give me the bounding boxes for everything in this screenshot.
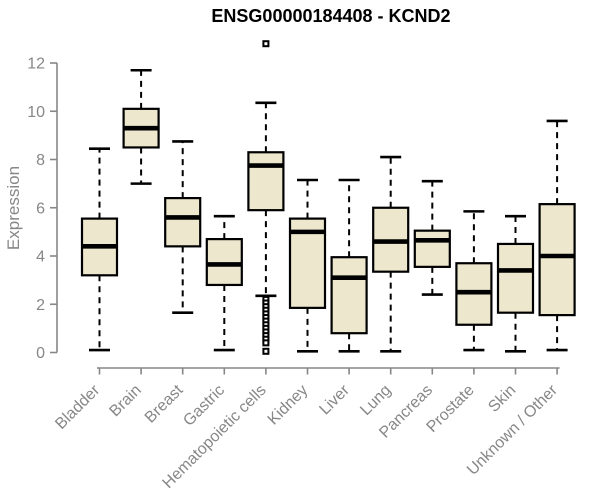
y-tick-label: 12 bbox=[27, 56, 45, 73]
outlier-point bbox=[262, 339, 270, 347]
y-tick-label: 4 bbox=[36, 249, 45, 266]
y-tick-label: 8 bbox=[36, 152, 45, 169]
outlier-point bbox=[262, 347, 270, 355]
box-liver bbox=[330, 178, 368, 353]
iqr-box bbox=[496, 242, 535, 314]
iqr-box bbox=[164, 197, 202, 248]
x-tick-label: Bladder bbox=[52, 381, 103, 432]
iqr-box bbox=[205, 238, 243, 287]
box-pancreas bbox=[413, 179, 451, 296]
x-tick-label: Skin bbox=[485, 382, 519, 416]
y-tick-label: 6 bbox=[36, 200, 45, 217]
outlier-point bbox=[262, 40, 270, 48]
box-kidney bbox=[288, 178, 327, 353]
x-tick-label: Liver bbox=[316, 381, 353, 418]
y-tick-label: 10 bbox=[27, 104, 45, 121]
box-bladder bbox=[80, 147, 119, 352]
chart-title: ENSG00000184408 - KCND2 bbox=[211, 6, 451, 26]
box-unknown-other bbox=[538, 119, 576, 352]
box-prostate bbox=[455, 210, 493, 352]
iqr-box bbox=[247, 151, 285, 212]
x-tick-label: Lung bbox=[357, 382, 394, 419]
box-skin bbox=[496, 214, 535, 353]
box-breast bbox=[164, 140, 202, 314]
box-lung bbox=[372, 155, 410, 353]
iqr-box bbox=[330, 256, 368, 335]
x-tick-label: Breast bbox=[142, 381, 187, 426]
y-tick-label: 2 bbox=[36, 297, 45, 314]
x-tick-label: Kidney bbox=[265, 382, 312, 429]
box-brain bbox=[122, 68, 160, 185]
box-gastric bbox=[205, 214, 243, 352]
iqr-box bbox=[413, 229, 451, 268]
iqr-box bbox=[538, 203, 576, 317]
box-hematopoietic-cells bbox=[247, 40, 285, 355]
y-tick-label: 0 bbox=[36, 345, 45, 362]
x-tick-label: Brain bbox=[106, 382, 144, 420]
